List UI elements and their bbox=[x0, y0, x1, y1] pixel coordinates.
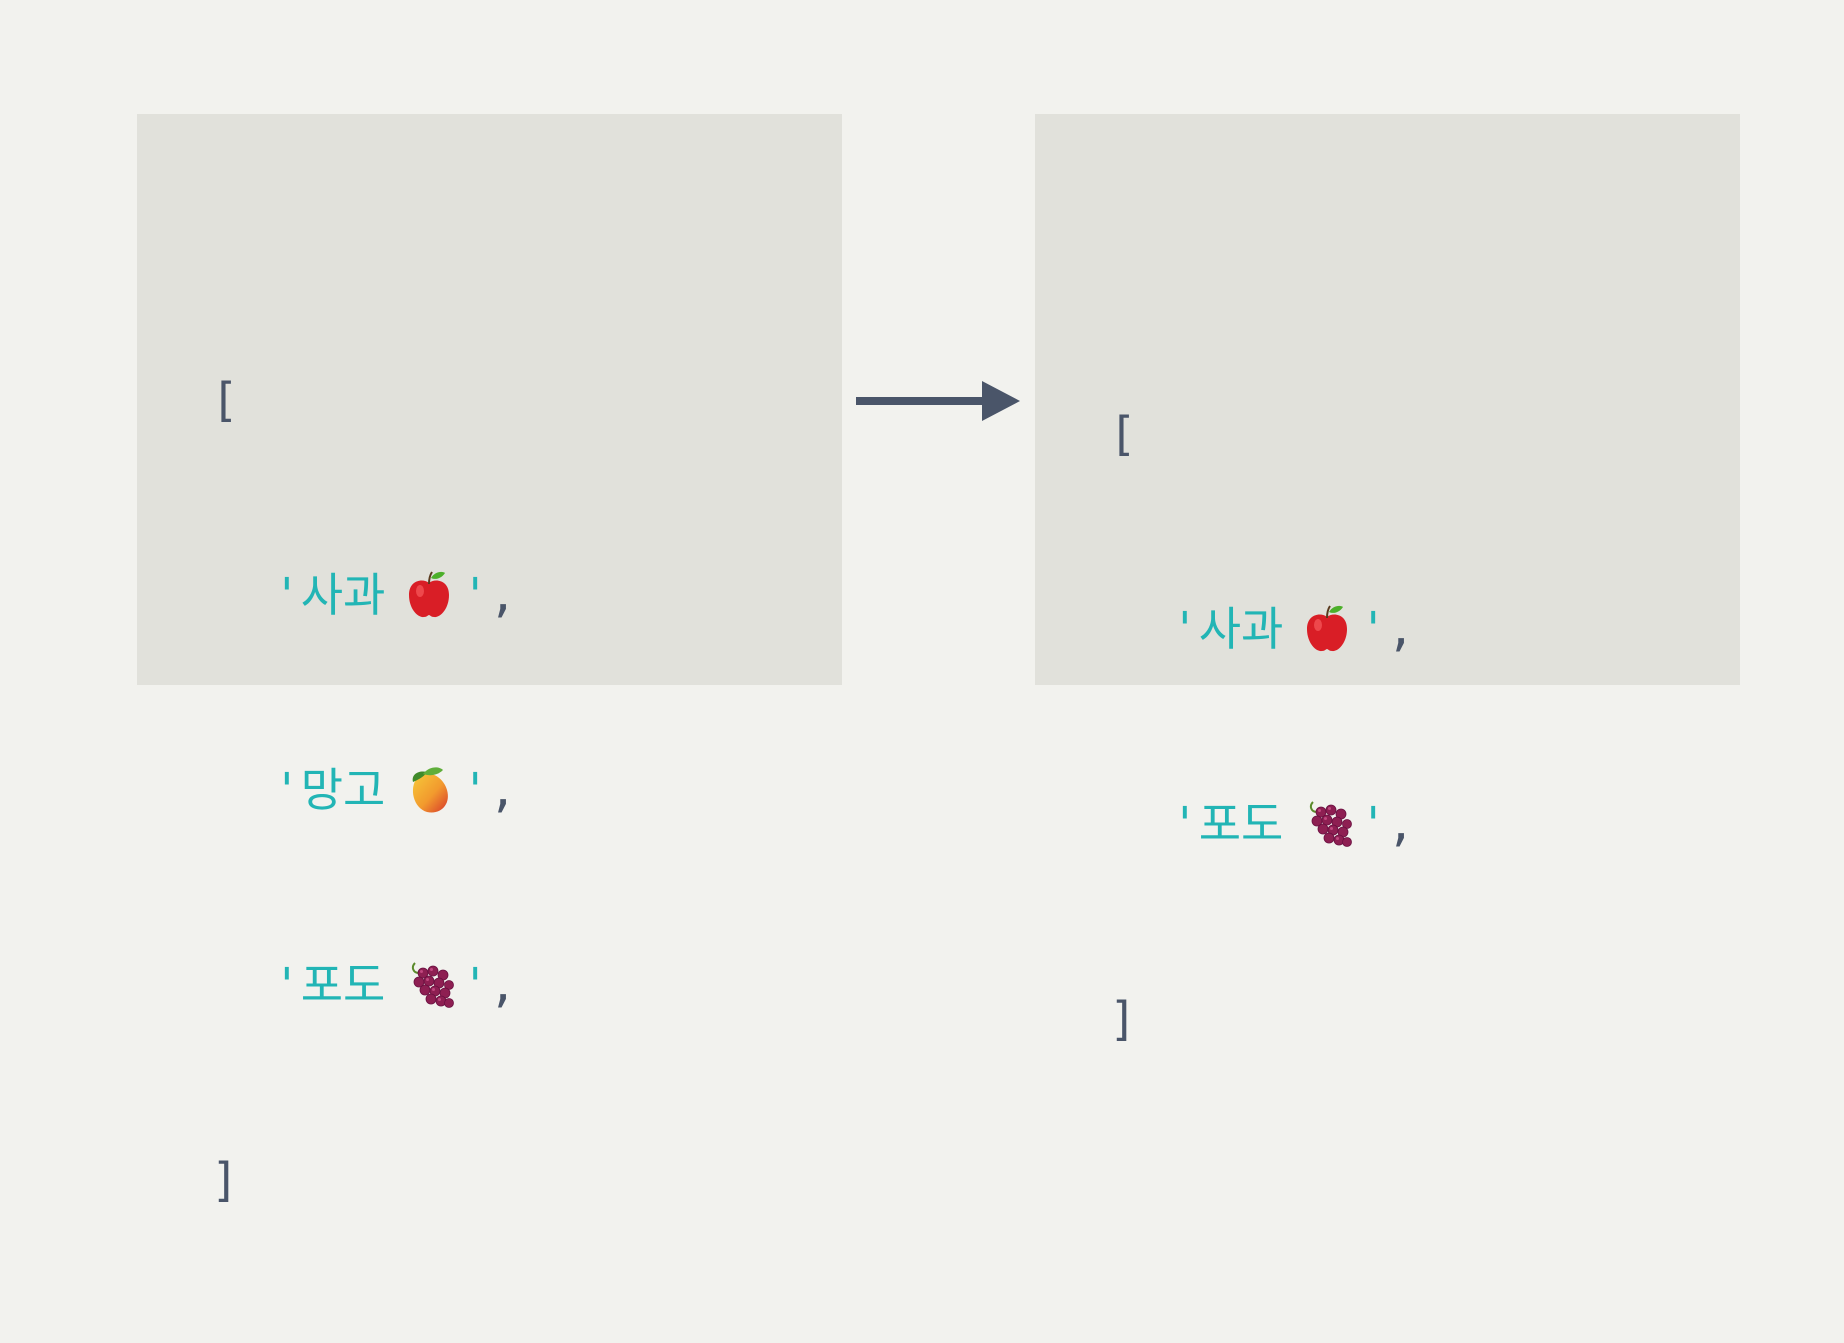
grapes-icon bbox=[403, 959, 455, 1011]
array-item-apple: '사과 ', bbox=[211, 563, 517, 628]
array-item-apple: '사과 ', bbox=[1109, 597, 1415, 662]
item-label: 포도 bbox=[300, 958, 386, 1012]
item-label: 사과 bbox=[300, 568, 386, 622]
comma: , bbox=[489, 568, 517, 622]
close-bracket: ] bbox=[1109, 992, 1137, 1046]
item-label: 망고 bbox=[300, 763, 386, 817]
quote: ' bbox=[1359, 602, 1388, 656]
comma: , bbox=[1387, 602, 1415, 656]
comma: , bbox=[489, 958, 517, 1012]
right-arrow-icon bbox=[856, 381, 1020, 421]
quote: ' bbox=[1359, 797, 1388, 851]
apple-icon bbox=[403, 569, 455, 621]
comma: , bbox=[1387, 797, 1415, 851]
after-array-panel: [ '사과 ', '포도 ', ] bbox=[1035, 114, 1740, 1046]
comma: , bbox=[489, 763, 517, 817]
open-bracket: [ bbox=[1109, 407, 1137, 461]
quote: ' bbox=[1171, 797, 1199, 851]
open-bracket: [ bbox=[211, 373, 239, 427]
quote: ' bbox=[461, 568, 490, 622]
quote: ' bbox=[273, 568, 301, 622]
quote: ' bbox=[461, 958, 490, 1012]
apple-icon bbox=[1301, 603, 1353, 655]
item-label: 사과 bbox=[1198, 602, 1284, 656]
quote: ' bbox=[1171, 602, 1199, 656]
before-array-panel: [ '사과 ', '망고 ', '포도 ', ] bbox=[137, 114, 842, 1207]
array-item-grapes: '포도 ', bbox=[211, 953, 517, 1018]
quote: ' bbox=[461, 763, 490, 817]
after-array-code: [ '사과 ', '포도 ', ] bbox=[1109, 272, 1415, 1182]
quote: ' bbox=[273, 763, 301, 817]
quote: ' bbox=[273, 958, 301, 1012]
close-bracket: ] bbox=[211, 1153, 239, 1207]
mango-icon bbox=[403, 764, 455, 816]
array-item-grapes: '포도 ', bbox=[1109, 792, 1415, 857]
item-label: 포도 bbox=[1198, 797, 1284, 851]
grapes-icon bbox=[1301, 798, 1353, 850]
